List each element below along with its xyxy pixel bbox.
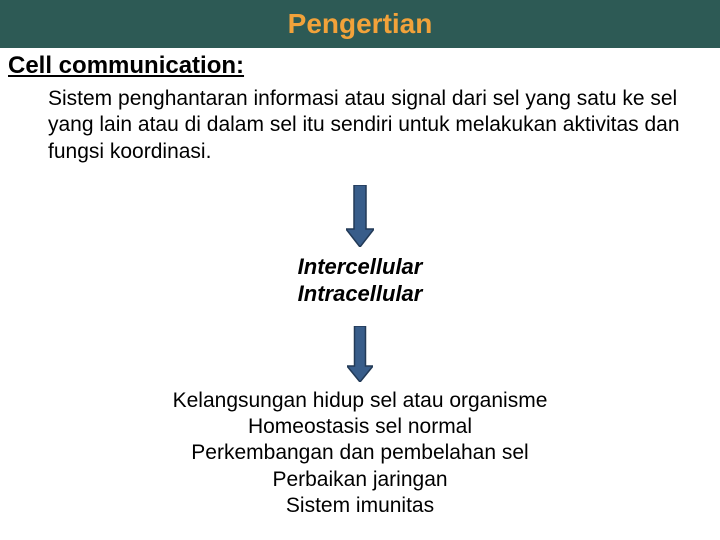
title-bar: Pengertian bbox=[0, 0, 720, 48]
outcome-line: Kelangsungan hidup sel atau organisme bbox=[0, 388, 720, 414]
outcome-line: Homeostasis sel normal bbox=[0, 414, 720, 440]
definition-text: Sistem penghantaran informasi atau signa… bbox=[0, 82, 720, 165]
outcome-line: Perbaikan jaringan bbox=[0, 467, 720, 493]
down-arrow-icon bbox=[347, 326, 373, 382]
middle-term: Intercellular bbox=[0, 253, 720, 281]
arrow-region-2 bbox=[0, 308, 720, 388]
outcome-line: Sistem imunitas bbox=[0, 493, 720, 519]
middle-term: Intracellular bbox=[0, 280, 720, 308]
down-arrow-icon bbox=[346, 185, 374, 247]
page-title: Pengertian bbox=[288, 8, 433, 40]
arrow-region-1 bbox=[0, 165, 720, 253]
middle-terms: IntercellularIntracellular bbox=[0, 253, 720, 308]
outcome-line: Perkembangan dan pembelahan sel bbox=[0, 440, 720, 466]
outcomes-list: Kelangsungan hidup sel atau organismeHom… bbox=[0, 388, 720, 519]
subtitle: Cell communication: bbox=[0, 48, 720, 82]
